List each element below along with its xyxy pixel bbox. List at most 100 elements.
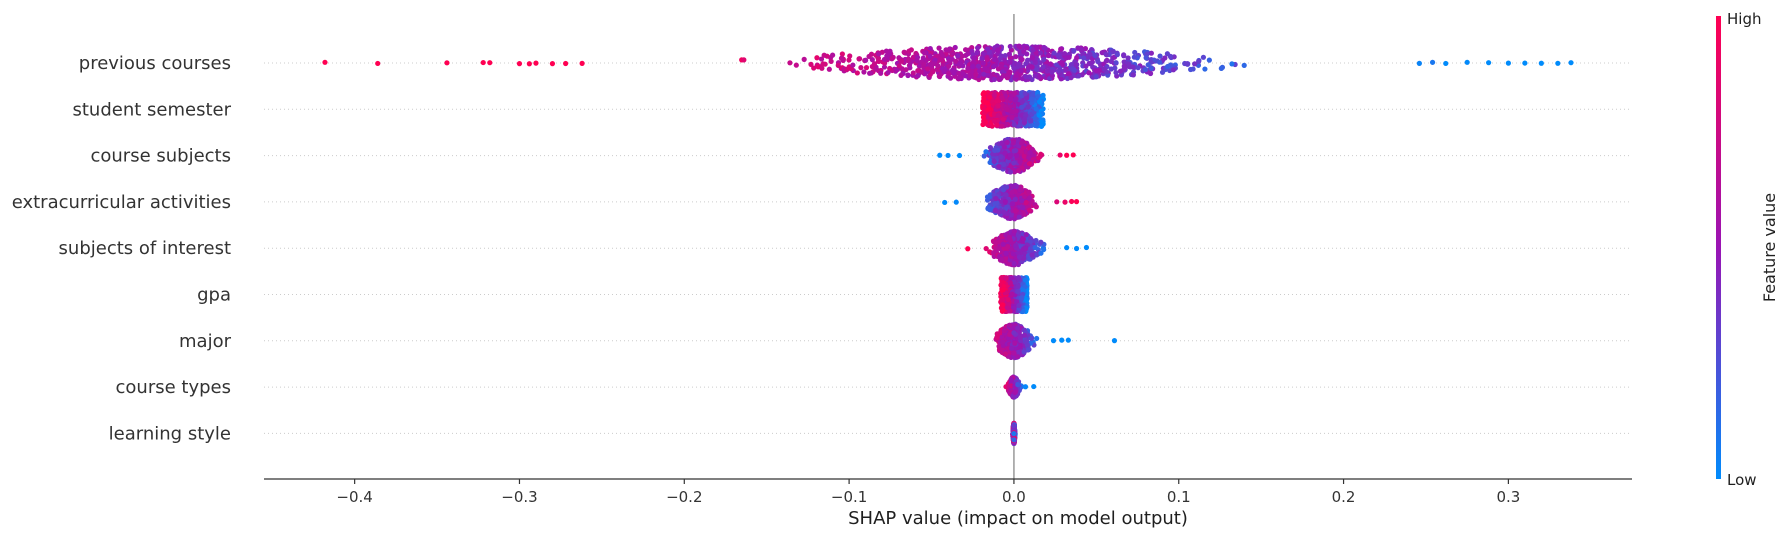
shap-point (1443, 60, 1449, 67)
shap-point (910, 70, 916, 76)
shap-point (1142, 66, 1149, 73)
x-tick-label: −0.4 (336, 488, 372, 506)
shap-point (966, 72, 972, 79)
shap-point (1538, 60, 1544, 66)
shap-point (883, 48, 890, 54)
shap-point (1058, 46, 1064, 52)
shap-point (1059, 337, 1065, 343)
shap-point (1081, 55, 1087, 61)
shap-point (956, 74, 963, 81)
shap-point (1013, 96, 1019, 102)
shap-point (1132, 49, 1138, 56)
shap-point (1069, 198, 1075, 205)
shap-point (1009, 114, 1015, 121)
shap-point (999, 140, 1005, 146)
feature-label: previous courses (79, 53, 231, 74)
shap-point (487, 60, 493, 66)
shap-point (858, 65, 864, 71)
shap-point (579, 60, 585, 66)
colorbar-gradient (1716, 16, 1721, 479)
shap-point (983, 149, 989, 155)
shap-point (1062, 199, 1068, 205)
shap-point (1013, 54, 1019, 60)
shap-point (1184, 61, 1190, 67)
feature-label: extracurricular activities (12, 192, 231, 213)
shap-point (1037, 50, 1044, 56)
shap-point (1070, 152, 1076, 158)
shap-point (1001, 161, 1007, 168)
shap-point (1568, 60, 1574, 66)
shap-point (1008, 212, 1015, 218)
shap-point (1020, 255, 1027, 261)
shap-point (847, 53, 853, 59)
shap-point (1025, 57, 1031, 63)
shap-point (1016, 302, 1022, 309)
shap-point (1156, 59, 1163, 65)
shap-point (1229, 61, 1235, 67)
shap-point (1004, 304, 1011, 311)
shap-point (1004, 244, 1011, 250)
shap-point (1019, 140, 1025, 146)
x-ticks: −0.4 −0.3 −0.2 −0.1 0.0 0.1 0.2 0.3 (336, 479, 1520, 506)
shap-point (1020, 236, 1026, 242)
shap-point (1054, 199, 1060, 205)
shap-point (1068, 61, 1074, 68)
shap-point (1016, 214, 1022, 220)
shap-point (1006, 234, 1013, 240)
shap-point (1013, 108, 1019, 114)
shap-point (1065, 71, 1072, 77)
shap-point (914, 58, 920, 64)
shap-point (1034, 45, 1040, 51)
shap-point (444, 60, 450, 66)
shap-point (1057, 152, 1063, 158)
shap-point (1026, 161, 1033, 167)
shap-point (1074, 55, 1080, 61)
shap-point (970, 64, 976, 70)
shap-point (1019, 104, 1025, 110)
shap-point (924, 66, 931, 72)
shap-point (819, 65, 825, 71)
shap-point (1041, 246, 1047, 253)
shap-point (1000, 73, 1007, 79)
shap-point (1026, 154, 1032, 160)
shap-point (1064, 152, 1070, 158)
shap-point (1083, 63, 1089, 69)
shap-point (1113, 60, 1119, 66)
shap-point (1121, 52, 1127, 58)
shap-point (956, 152, 963, 159)
shap-point (1011, 103, 1017, 109)
shap-point (1068, 75, 1074, 81)
shap-point (1148, 65, 1154, 71)
shap-point (965, 51, 971, 57)
shap-point (1016, 167, 1022, 174)
shap-point (1004, 184, 1010, 190)
x-tick-label: 0.2 (1332, 488, 1356, 506)
shap-point (1095, 58, 1101, 65)
shap-point (898, 58, 905, 64)
shap-point (1022, 90, 1028, 97)
shap-point (820, 61, 826, 67)
shap-point (947, 75, 954, 81)
shap-point (1020, 145, 1026, 151)
shap-point (1167, 53, 1174, 59)
shap-point (1202, 66, 1208, 72)
shap-point (1024, 51, 1030, 57)
shap-point (991, 92, 997, 98)
shap-point (1000, 287, 1006, 293)
shap-point (1053, 62, 1060, 68)
shap-point (1093, 68, 1099, 74)
shap-point (1093, 74, 1099, 80)
shap-point (973, 71, 979, 78)
shap-point (1028, 335, 1035, 341)
shap-point (1075, 45, 1081, 51)
shap-point (1025, 104, 1031, 110)
shap-point (881, 64, 888, 70)
shap-point (898, 72, 904, 78)
shap-point (480, 59, 486, 66)
shap-point (1126, 61, 1132, 67)
shap-point (1505, 60, 1511, 66)
shap-point (1026, 190, 1032, 196)
shap-point (881, 56, 888, 63)
feature-label: learning style (109, 423, 231, 444)
